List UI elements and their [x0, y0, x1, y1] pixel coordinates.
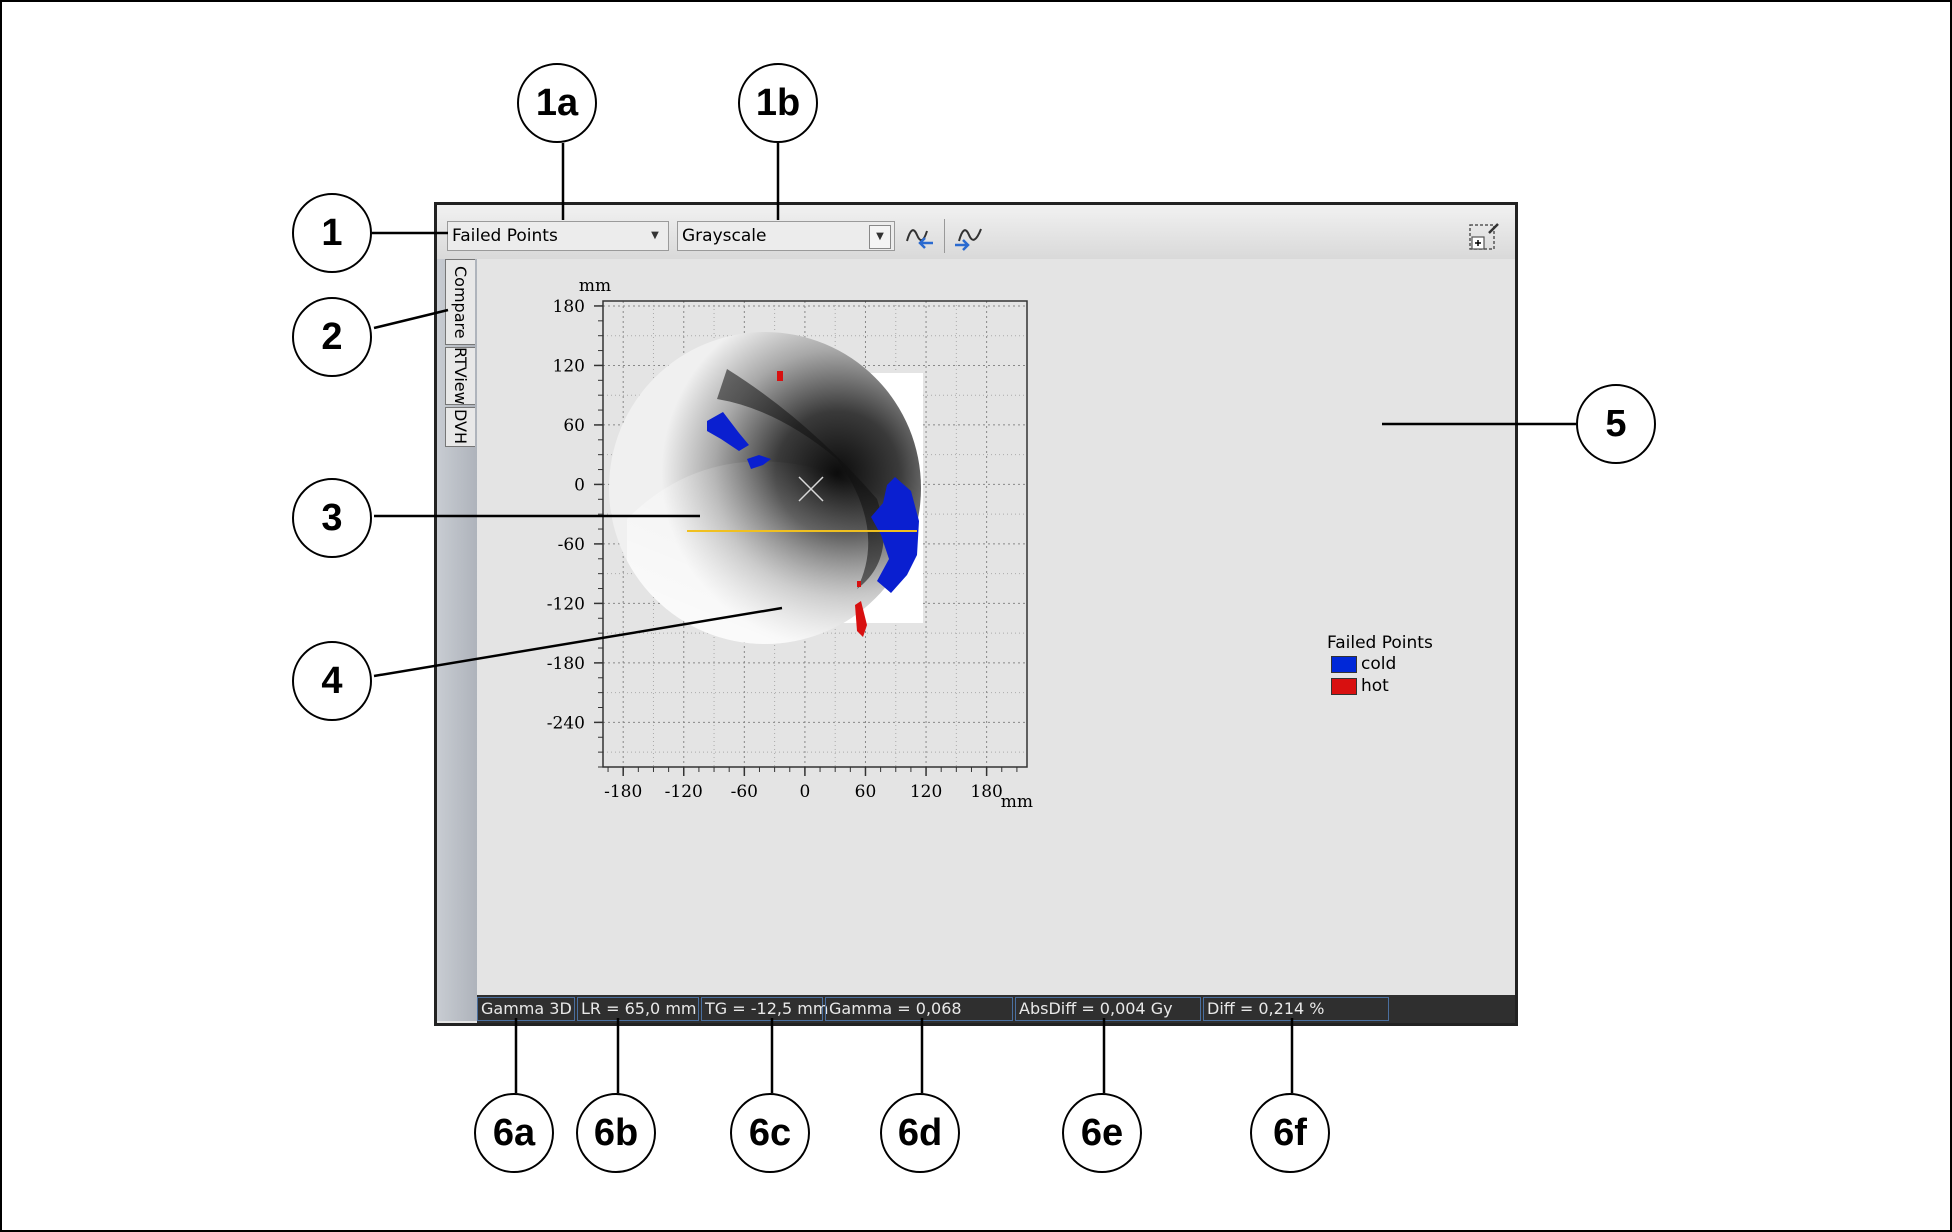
y-tick-label: 180 — [553, 297, 585, 317]
view-mode-value: Failed Points — [452, 226, 558, 246]
x-tick-label: -180 — [604, 782, 642, 802]
y-tick-label: -60 — [558, 535, 585, 555]
x-tick-label: 0 — [799, 782, 810, 802]
callout-6d: 6d — [880, 1093, 960, 1173]
y-axis-unit: mm — [579, 276, 611, 296]
callout-6f: 6f — [1250, 1093, 1330, 1173]
plot-border — [602, 300, 1028, 768]
y-tick-label: 120 — [553, 356, 585, 376]
tab-dvh[interactable]: DVH — [445, 407, 475, 447]
isocenter-marker — [798, 476, 824, 502]
x-tick-label: 60 — [855, 782, 877, 802]
x-tick-label: -60 — [731, 782, 758, 802]
plot-area[interactable]: 180 120 60 0 -60 -120 -180 -240 -180 -120 -60 0 60 1… — [477, 259, 1515, 995]
cold-failed-points — [707, 412, 919, 593]
tab-compare[interactable]: Compare — [445, 259, 475, 345]
legend-swatch-hot — [1331, 677, 1357, 695]
x-axis-unit: mm — [1001, 792, 1033, 812]
legend-item-cold: cold — [1327, 653, 1433, 675]
callout-2: 2 — [292, 297, 372, 377]
color-map-value: Grayscale — [682, 226, 767, 246]
callout-3: 3 — [292, 478, 372, 558]
dose-image — [609, 332, 923, 644]
callout-1a: 1a — [517, 63, 597, 143]
callout-6e: 6e — [1062, 1093, 1142, 1173]
x-tick-label: 180 — [970, 782, 1002, 802]
status-mode: Gamma 3D — [477, 997, 575, 1021]
y-tick-label: -120 — [547, 594, 585, 614]
y-tick-label: -180 — [547, 654, 585, 674]
y-tick-label: -240 — [547, 713, 585, 733]
toolbar: Failed Points ▼ Grayscale ▼ — [437, 205, 1515, 260]
callout-6c: 6c — [730, 1093, 810, 1173]
callout-4: 4 — [292, 641, 372, 721]
status-diff: Diff = 0,214 % — [1203, 997, 1389, 1021]
legend-swatch-cold — [1331, 655, 1357, 673]
legend-label-hot: hot — [1361, 676, 1389, 696]
toolbar-separator — [944, 219, 945, 253]
y-tick-label: 60 — [563, 416, 585, 436]
status-bar: Gamma 3D LR = 65,0 mm TG = -12,5 mm Gamm… — [477, 995, 1515, 1023]
view-mode-dropdown[interactable]: Failed Points ▼ — [447, 221, 669, 251]
status-absdiff: AbsDiff = 0,004 Gy — [1015, 997, 1201, 1021]
curve-back-icon[interactable] — [903, 219, 937, 253]
status-tg: TG = -12,5 mm — [701, 997, 828, 1021]
y-tick-labels: 180 120 60 0 -60 -120 -180 -240 — [547, 297, 585, 733]
x-tick-label: -120 — [665, 782, 703, 802]
callout-1b: 1b — [738, 63, 818, 143]
legend-item-hot: hot — [1327, 675, 1433, 697]
chevron-down-icon: ▼ — [869, 225, 891, 249]
status-gamma: Gamma = 0,068 — [825, 997, 1013, 1021]
side-tab-strip: Compare RTView DVH — [437, 259, 477, 1021]
legend-title: Failed Points — [1327, 633, 1433, 653]
y-tick-label: 0 — [574, 475, 585, 495]
callout-6a: 6a — [474, 1093, 554, 1173]
hot-failed-points — [777, 371, 867, 637]
callout-5: 5 — [1576, 384, 1656, 464]
callout-6b: 6b — [576, 1093, 656, 1173]
legend: Failed Points cold hot — [1327, 633, 1433, 697]
y-tick-marks — [594, 305, 603, 768]
x-tick-marks — [607, 767, 1018, 776]
zoom-region-icon[interactable] — [1467, 219, 1501, 253]
chevron-down-icon: ▼ — [651, 230, 659, 241]
x-tick-labels: -180 -120 -60 0 60 120 180 — [604, 782, 1003, 802]
status-lr: LR = 65,0 mm — [577, 997, 699, 1021]
x-tick-label: 120 — [910, 782, 942, 802]
legend-label-cold: cold — [1361, 654, 1397, 674]
tab-rtview[interactable]: RTView — [445, 347, 475, 405]
gamma-analysis-window: Failed Points ▼ Grayscale ▼ — [434, 202, 1518, 1026]
callout-1: 1 — [292, 193, 372, 273]
color-map-dropdown[interactable]: Grayscale ▼ — [677, 221, 895, 251]
curve-forward-icon[interactable] — [951, 219, 985, 253]
